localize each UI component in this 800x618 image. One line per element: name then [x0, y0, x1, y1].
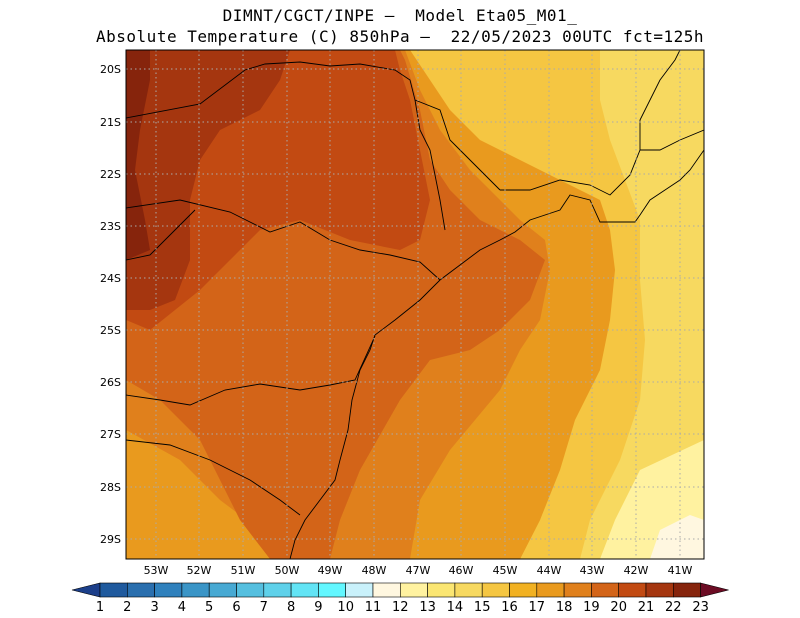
colorbar-underflow-arrow: [71, 582, 101, 598]
colorbar-swatch: [591, 582, 620, 598]
colorbar-swatch: [345, 582, 374, 598]
longitude-label: 48W: [362, 564, 387, 577]
plot-frame: [125, 49, 705, 560]
latitude-label: 21S: [100, 116, 121, 129]
temperature-field: [126, 50, 704, 559]
field-band-21: [126, 50, 290, 310]
latitude-label: 27S: [100, 428, 121, 441]
colorbar-label: 12: [392, 600, 409, 615]
colorbar-swatch: [99, 582, 128, 598]
colorbar-swatch: [318, 582, 346, 598]
state-boundary-ms-sp: [126, 61, 446, 231]
longitude-label: 41W: [668, 564, 693, 577]
longitude-label: 52W: [187, 564, 212, 577]
longitude-label: 43W: [580, 564, 605, 577]
colorbar-swatch: [645, 582, 674, 598]
colorbar-swatch: [618, 582, 647, 598]
colorbar-label: 3: [150, 600, 158, 615]
colorbar-label: 9: [314, 600, 322, 615]
longitude-label: 44W: [537, 564, 562, 577]
colorbar-label: 16: [501, 600, 518, 615]
colorbar-swatch: [427, 582, 456, 598]
state-boundary-sp-pr: [126, 199, 441, 281]
state-boundary-mg-rj: [500, 50, 681, 196]
colorbar-label: 21: [638, 600, 655, 615]
longitude-label: 46W: [449, 564, 474, 577]
longitude-label: 47W: [406, 564, 431, 577]
latitude-label: 22S: [100, 168, 121, 181]
colorbar-label: 5: [205, 600, 213, 615]
colorbar-swatch: [208, 582, 237, 598]
colorbar-label: 10: [337, 600, 354, 615]
longitude-label: 42W: [624, 564, 649, 577]
colorbar-swatch: [290, 582, 319, 598]
state-boundary-es: [640, 129, 704, 151]
map-title-line-1: DIMNT/CGCT/INPE – Model Eta05_M01_: [222, 6, 578, 25]
colorbar-swatch: [536, 582, 565, 598]
colorbar-label: 4: [178, 600, 186, 615]
colorbar-label: 13: [419, 600, 436, 615]
colorbar: [71, 582, 729, 598]
longitude-labels: 53W 52W 51W 50W 49W 48W 47W 46W 45W 44W 43W 42W 41W: [144, 564, 693, 577]
coastline: [289, 149, 704, 559]
colorbar-swatch: [454, 582, 483, 598]
longitude-label: 49W: [318, 564, 343, 577]
colorbar-swatch: [509, 582, 538, 598]
state-boundary-sc-rs: [126, 439, 301, 516]
colorbar-swatch: [672, 582, 701, 598]
latitude-label: 29S: [100, 533, 121, 546]
colorbar-label: 15: [474, 600, 491, 615]
latitude-label: 20S: [100, 63, 121, 76]
colorbar-swatch: [127, 582, 155, 598]
colorbar-swatch: [481, 582, 510, 598]
colorbar-label: 11: [365, 600, 382, 615]
colorbar-swatch: [263, 582, 292, 598]
longitude-label: 53W: [144, 564, 169, 577]
colorbar-label: 2: [123, 600, 131, 615]
colorbar-swatch: [399, 582, 428, 598]
map-title-line-2: Absolute Temperature (C) 850hPa – 22/05/…: [96, 27, 704, 46]
colorbar-label: 1: [96, 600, 104, 615]
latitude-label: 28S: [100, 481, 121, 494]
colorbar-swatch: [563, 582, 592, 598]
colorbar-swatch: [181, 582, 210, 598]
colorbar-label: 17: [529, 600, 546, 615]
latitude-labels: 20S 21S 22S 23S 24S 25S 26S 27S 28S 29S: [100, 63, 121, 546]
field-band-11: [650, 515, 704, 559]
boundaries: [126, 50, 704, 559]
colorbar-overflow-arrow: [700, 582, 729, 598]
colorbar-label: 6: [232, 600, 240, 615]
state-boundary-mg-sp: [414, 99, 501, 191]
field-band-14: [580, 50, 704, 559]
longitude-label: 50W: [275, 564, 300, 577]
colorbar-swatch: [372, 582, 401, 598]
latitude-label: 23S: [100, 220, 121, 233]
colorbar-label: 8: [287, 600, 295, 615]
colorbar-label: 18: [556, 600, 573, 615]
colorbar-labels: 1 2 3 4 5 6 7 8 9 10 11 12 13 14 15 16 17 18 19 20 21 22 23: [96, 600, 709, 615]
longitude-label: 45W: [493, 564, 518, 577]
colorbar-swatch: [236, 582, 265, 598]
lat-lon-grid: [126, 50, 704, 559]
latitude-label: 25S: [100, 324, 121, 337]
latitude-label: 24S: [100, 272, 121, 285]
colorbar-swatch: [154, 582, 183, 598]
colorbar-label: 22: [665, 600, 682, 615]
colorbar-label: 7: [260, 600, 268, 615]
colorbar-label: 14: [447, 600, 464, 615]
colorbar-label: 20: [610, 600, 627, 615]
state-boundary-ms-pr: [126, 209, 196, 261]
colorbar-label: 19: [583, 600, 600, 615]
colorbar-label: 23: [692, 600, 709, 615]
longitude-label: 51W: [231, 564, 256, 577]
latitude-label: 26S: [100, 376, 121, 389]
